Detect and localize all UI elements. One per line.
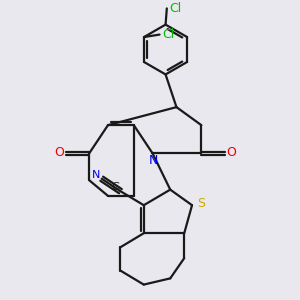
- Text: N: N: [92, 170, 100, 180]
- Text: Cl: Cl: [169, 2, 182, 15]
- Text: S: S: [197, 197, 205, 210]
- Text: O: O: [226, 146, 236, 159]
- Text: C: C: [111, 182, 119, 191]
- Text: N: N: [148, 154, 158, 166]
- Text: O: O: [54, 146, 64, 159]
- Text: Cl: Cl: [162, 28, 174, 41]
